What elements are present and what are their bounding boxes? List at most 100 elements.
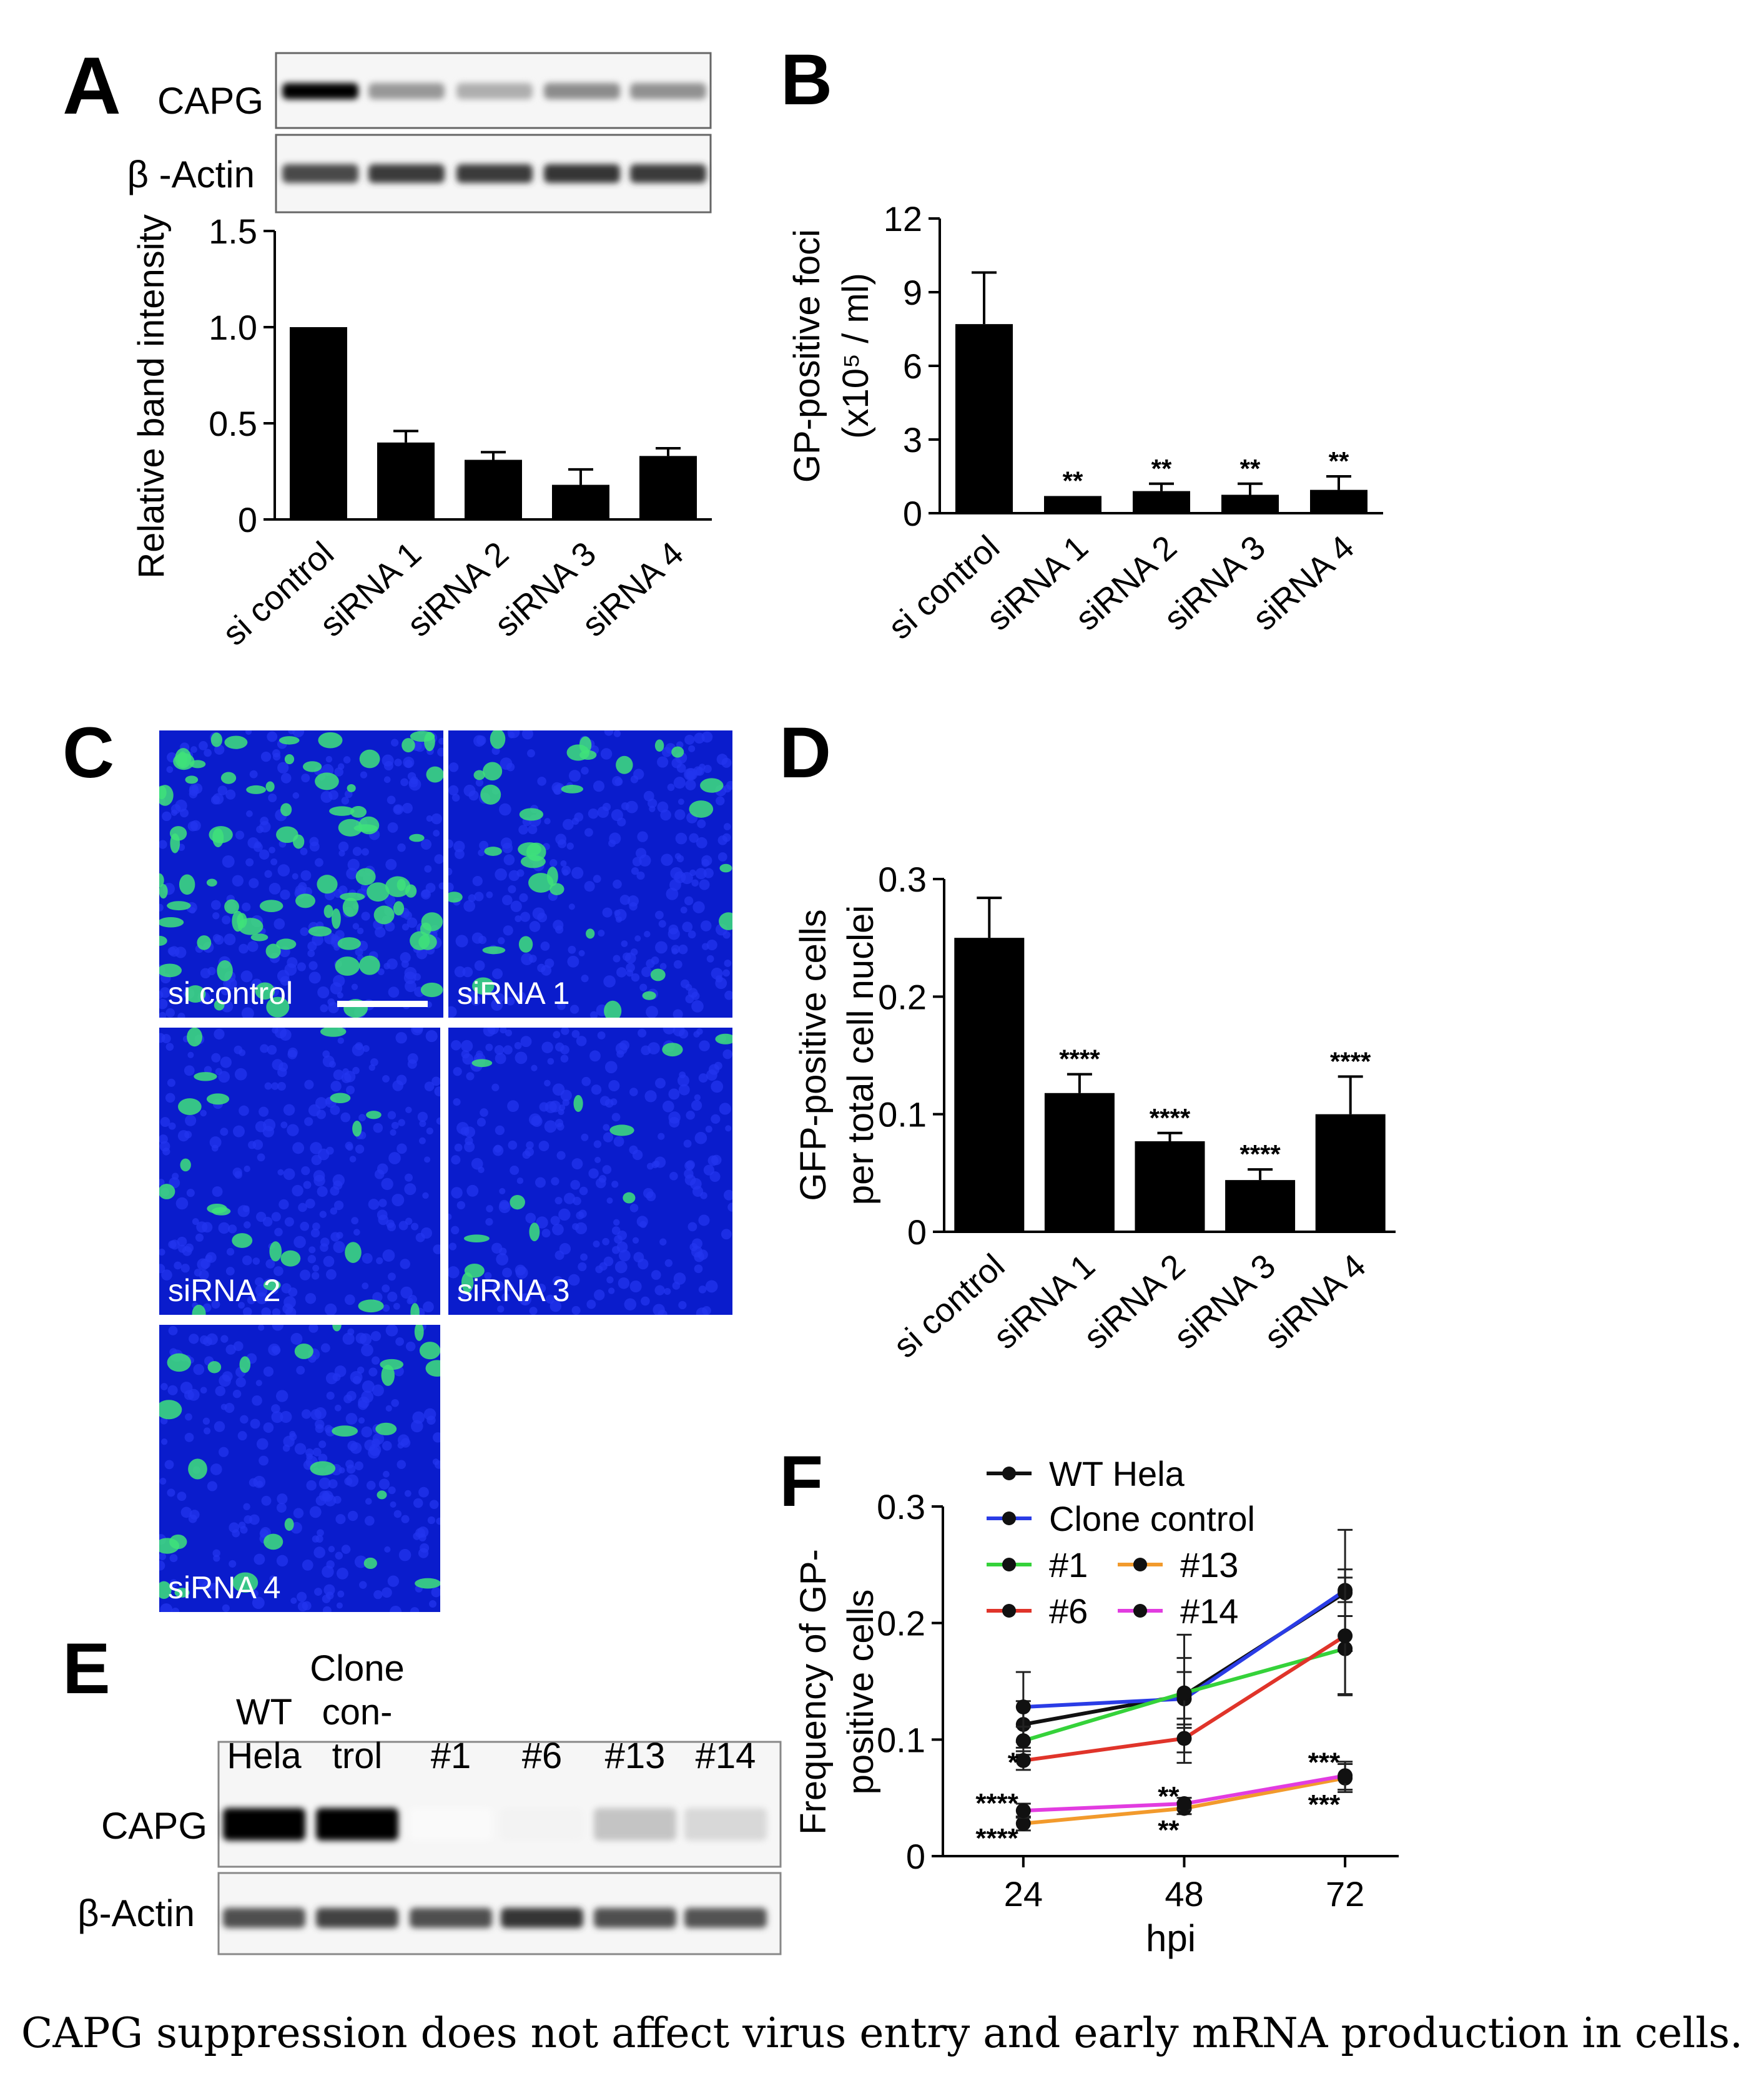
nucleus (593, 1289, 605, 1300)
nucleus (480, 1108, 488, 1117)
nucleus (460, 1127, 470, 1136)
infected-cell (337, 937, 362, 950)
infected-cell (347, 784, 356, 792)
infected-cell (654, 739, 664, 752)
nucleus (468, 894, 476, 902)
nucleus (455, 935, 468, 948)
infected-cell (159, 963, 182, 978)
nucleus (211, 1053, 221, 1063)
x-category-label: siRNA 4 (1246, 528, 1361, 637)
nucleus (593, 1140, 602, 1148)
nucleus (495, 993, 505, 1003)
nucleus (159, 987, 170, 998)
nucleus (342, 1332, 355, 1345)
infected-cell (409, 833, 425, 842)
nucleus (528, 824, 538, 835)
bar (552, 484, 609, 519)
nucleus (280, 889, 290, 900)
nucleus (330, 1105, 340, 1116)
nucleus (273, 918, 285, 930)
blot-band (630, 164, 706, 183)
infected-cell (373, 905, 395, 925)
nucleus (259, 849, 270, 860)
nucleus (703, 868, 714, 878)
nucleus (700, 1192, 707, 1199)
micrograph-label: siRNA 3 (457, 1273, 570, 1308)
nucleus (571, 817, 579, 825)
nucleus (613, 1219, 620, 1226)
nucleus (161, 1269, 172, 1280)
infected-cell (715, 1033, 732, 1044)
nucleus (458, 1290, 467, 1300)
nucleus (687, 930, 696, 939)
nucleus (242, 902, 251, 912)
nucleus (326, 1391, 335, 1400)
nucleus (448, 1242, 457, 1251)
infected-cell (210, 732, 223, 747)
nucleus (615, 1043, 628, 1055)
infected-cell (650, 968, 666, 981)
blot-column-header: Hela (227, 1736, 302, 1776)
nucleus (195, 1233, 204, 1242)
nucleus (217, 785, 228, 795)
nucleus (205, 1254, 213, 1262)
nucleus (429, 1600, 437, 1608)
nucleus (326, 1560, 335, 1569)
nucleus (495, 1125, 505, 1136)
nucleus (549, 1300, 562, 1312)
nucleus (347, 1440, 358, 1452)
y-tick-label: 0 (907, 1212, 927, 1252)
nucleus (226, 1247, 235, 1256)
nucleus (486, 891, 493, 898)
nucleus (454, 966, 466, 978)
nucleus (403, 911, 412, 920)
infected-cell (604, 1000, 622, 1018)
nucleus (373, 1123, 383, 1133)
infected-cell (623, 1192, 636, 1204)
nucleus (219, 1374, 231, 1387)
x-category-label: siRNA 2 (1077, 1247, 1192, 1356)
nucleus (212, 1549, 220, 1558)
data-point (1176, 1685, 1192, 1701)
nucleus (717, 852, 727, 862)
nucleus (448, 762, 459, 772)
nucleus (355, 1144, 365, 1154)
nucleus (611, 1181, 619, 1188)
blot-band (594, 1808, 676, 1841)
nucleus (726, 780, 732, 790)
nucleus (354, 1555, 367, 1568)
nucleus (164, 1460, 174, 1470)
nucleus (325, 1372, 338, 1385)
nucleus (318, 1453, 328, 1463)
nucleus (701, 943, 709, 950)
infected-cell (671, 746, 684, 758)
nucleus (280, 1410, 292, 1423)
nucleus (336, 1232, 343, 1239)
nucleus (254, 1553, 265, 1565)
infected-cell (278, 736, 300, 745)
nucleus (255, 1380, 262, 1387)
nucleus (657, 756, 669, 768)
blot-band (501, 1808, 583, 1841)
nucleus (374, 1169, 385, 1179)
micrograph-tile: siRNA 1 (448, 730, 732, 1018)
y-tick-label: 0.2 (877, 1604, 925, 1643)
nucleus (260, 751, 272, 762)
nucleus (541, 1229, 551, 1238)
nucleus (333, 1200, 344, 1211)
bar (1315, 1114, 1386, 1232)
nucleus (422, 1192, 429, 1199)
nucleus (606, 1197, 613, 1204)
nucleus (293, 1508, 304, 1518)
nucleus (603, 975, 616, 988)
nucleus (320, 1243, 328, 1252)
nucleus (515, 915, 522, 922)
nucleus (180, 1506, 192, 1518)
nucleus (588, 1168, 599, 1179)
significance-label: ** (1158, 1781, 1180, 1812)
nucleus (214, 1421, 225, 1432)
bar (1044, 496, 1101, 513)
infected-cell (250, 933, 269, 941)
nucleus (518, 825, 528, 835)
infected-cell (174, 1588, 190, 1598)
